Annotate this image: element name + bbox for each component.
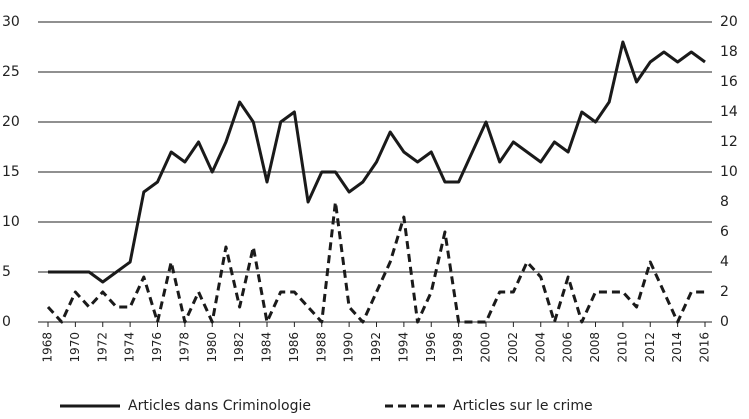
y-tick-label: 20: [2, 114, 20, 130]
x-tick-label: 2008: [588, 332, 602, 363]
x-tick-label: 2016: [698, 332, 712, 363]
y-tick-label: 0: [2, 314, 11, 330]
y2-tick-label: 4: [720, 254, 729, 270]
y-tick-label: 30: [2, 14, 20, 30]
x-tick-label: 1968: [41, 332, 55, 363]
x-tick-label: 1978: [177, 332, 191, 363]
x-tick-label: 1994: [396, 332, 410, 363]
y2-tick-label: 10: [720, 164, 738, 180]
x-tick-label: 1972: [95, 332, 109, 363]
x-tick-label: 1996: [424, 332, 438, 363]
legend-label: Articles dans Criminologie: [128, 398, 311, 414]
y2-tick-label: 0: [720, 314, 729, 330]
x-tick-label: 2014: [670, 332, 684, 363]
x-tick-label: 1990: [342, 332, 356, 363]
x-tick-label: 1974: [123, 332, 137, 363]
legend-label: Articles sur le crime: [453, 398, 593, 414]
x-tick-label: 1980: [205, 332, 219, 363]
x-tick-label: 1998: [451, 332, 465, 363]
y2-tick-label: 14: [720, 104, 738, 120]
series-line: [46, 200, 705, 324]
x-tick-label: 1970: [68, 332, 82, 363]
x-tick-label: 2000: [479, 332, 493, 363]
y2-tick-label: 12: [720, 134, 738, 150]
y-tick-label: 25: [2, 64, 20, 80]
x-tick-label: 1992: [369, 332, 383, 363]
x-tick-label: 1986: [287, 332, 301, 363]
x-tick-label: 1988: [314, 332, 328, 363]
x-tick-label: 1976: [150, 332, 164, 363]
x-tick-label: 2006: [561, 332, 575, 363]
y-tick-label: 5: [2, 264, 11, 280]
x-tick-label: 2010: [615, 332, 629, 363]
y2-tick-label: 2: [720, 284, 729, 300]
x-tick-label: 2012: [643, 332, 657, 363]
x-tick-label: 1982: [232, 332, 246, 363]
y2-tick-label: 16: [720, 74, 738, 90]
x-tick-label: 2002: [506, 332, 520, 363]
x-tick-label: 2004: [533, 332, 547, 363]
series-line: [48, 40, 706, 284]
y-tick-label: 10: [2, 214, 20, 230]
y2-tick-label: 18: [720, 44, 738, 60]
y2-tick-label: 8: [720, 194, 729, 210]
y2-tick-label: 20: [720, 14, 738, 30]
y2-tick-label: 6: [720, 224, 729, 240]
y-tick-label: 15: [2, 164, 20, 180]
x-tick-label: 1984: [260, 332, 274, 363]
